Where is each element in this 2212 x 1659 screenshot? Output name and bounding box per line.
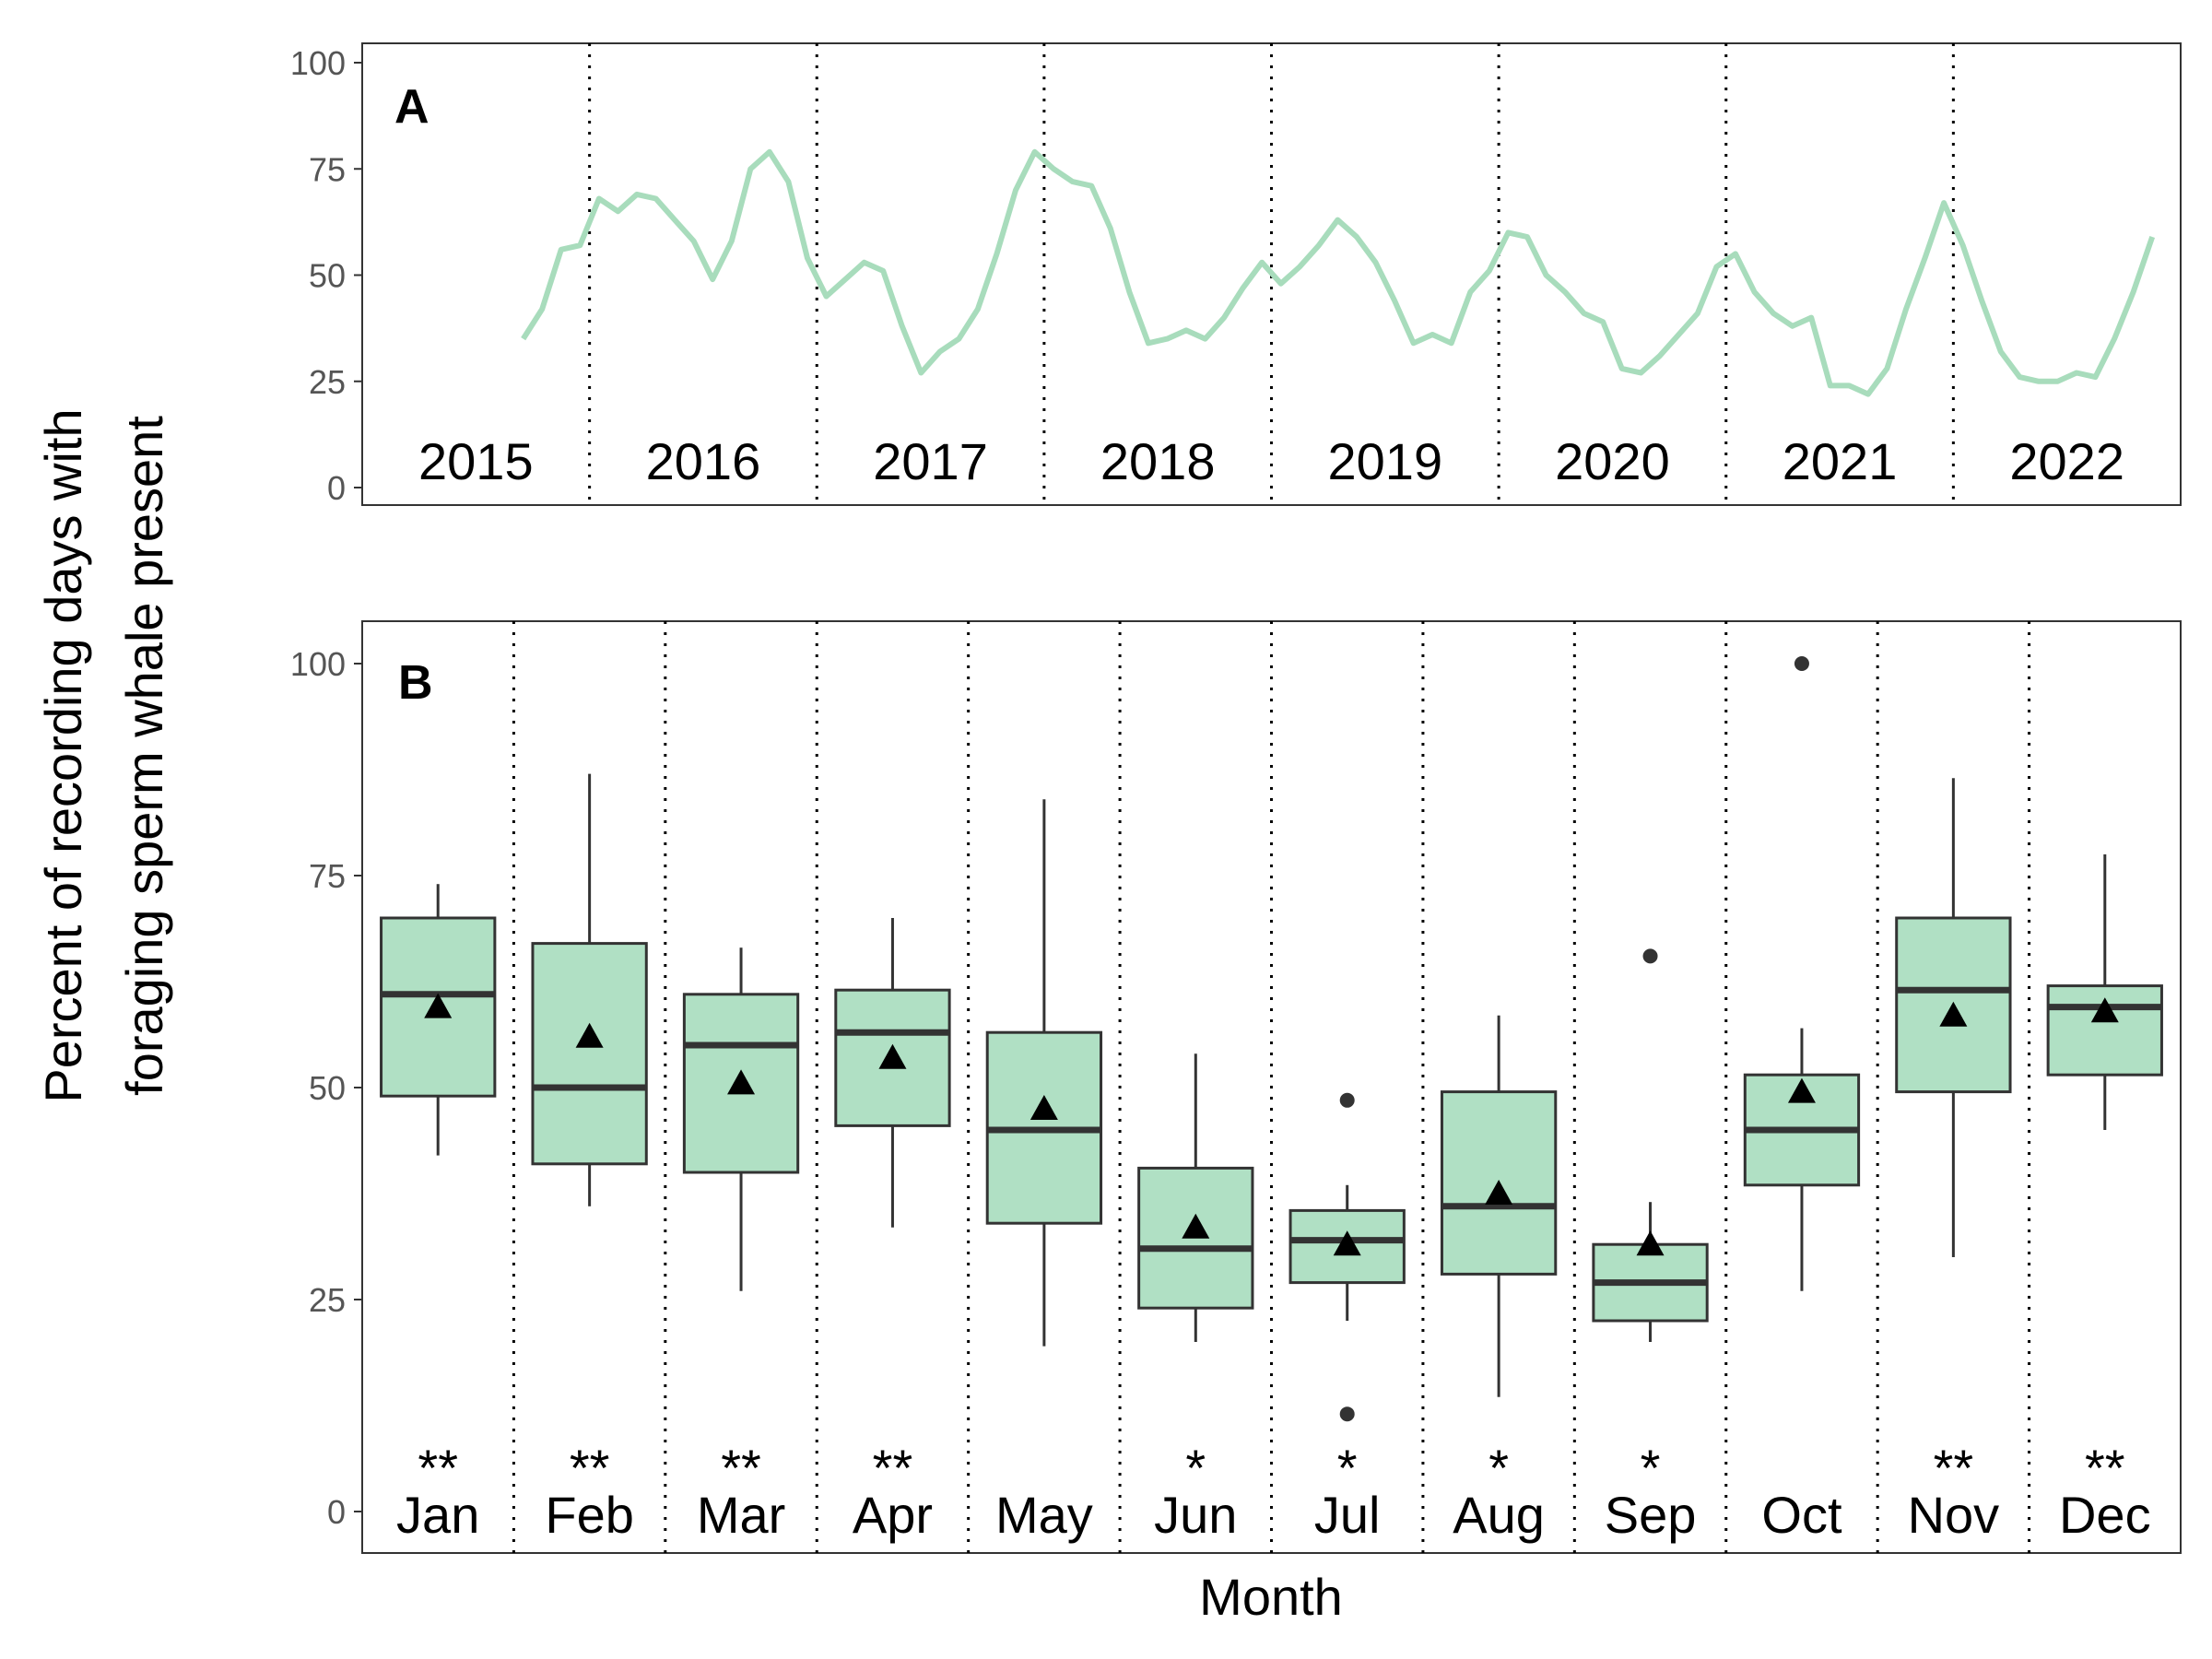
month-label: Jul [1314, 1486, 1381, 1544]
panel-a-y-tick-label: 100 [290, 44, 346, 82]
month-label: Oct [1761, 1486, 1842, 1544]
panel-a-y-axis: 0 25 50 75 100 [290, 44, 362, 507]
panel-a-year-label: 2018 [1100, 432, 1216, 490]
boxplot-jul [1288, 1092, 1406, 1422]
boxplot-sep [1592, 948, 1709, 1342]
month-label: May [995, 1486, 1093, 1544]
month-label: Jun [1154, 1486, 1237, 1544]
outlier-point [1339, 1406, 1355, 1422]
panel-a-y-tick-label: 50 [309, 257, 346, 295]
mean-marker [424, 993, 453, 1018]
panel-b-y-tick-label: 25 [309, 1281, 346, 1319]
month-label: Nov [1908, 1486, 2000, 1544]
mean-marker [1485, 1180, 1513, 1205]
panel-b-boxplots [380, 656, 2163, 1422]
mean-marker [1787, 1077, 1816, 1103]
panel-a-y-tick-label: 0 [327, 469, 346, 507]
panel-a-year-label: 2019 [1328, 432, 1443, 490]
mean-marker [1636, 1230, 1665, 1256]
significance-mark: ** [418, 1439, 458, 1497]
boxplot-nov [1895, 778, 2012, 1257]
mean-marker [1182, 1213, 1210, 1239]
boxplot-may [985, 799, 1103, 1347]
panel-a-year-label: 2022 [2009, 432, 2124, 490]
panel-a-year-labels: 2015 2016 2017 2018 2019 2020 2021 2022 [418, 432, 2124, 490]
boxplot-feb [531, 773, 648, 1206]
y-axis-title-line-1: Percent of recording days with [34, 408, 92, 1102]
panel-b-y-tick-label: 0 [327, 1493, 346, 1531]
boxplot-aug [1440, 1015, 1558, 1397]
panel-a-year-label: 2021 [1783, 432, 1898, 490]
x-axis-title: Month [1199, 1568, 1343, 1626]
y-axis-title: Percent of recording days with foraging … [34, 408, 173, 1102]
outlier-point [1794, 656, 1809, 671]
panel-a-y-tick-label: 75 [309, 150, 346, 188]
boxplot-apr [834, 918, 951, 1228]
mean-marker [2090, 997, 2119, 1023]
boxplot-jan [380, 884, 497, 1156]
month-label: Aug [1453, 1486, 1545, 1544]
month-label: Sep [1605, 1486, 1697, 1544]
boxplot-dec [2046, 854, 2163, 1130]
significance-mark: * [1337, 1439, 1358, 1497]
panel-a-y-tick-label: 25 [309, 363, 346, 401]
month-label: Dec [2059, 1486, 2151, 1544]
outlier-point [1339, 1092, 1355, 1108]
boxplot-mar [682, 947, 800, 1291]
panel-a-year-label: 2017 [873, 432, 988, 490]
significance-mark: * [1185, 1439, 1206, 1497]
mean-marker [727, 1069, 756, 1095]
box [531, 942, 648, 1166]
panel-b-month-separators [512, 621, 2031, 1553]
significance-mark: ** [570, 1439, 610, 1497]
boxplot-jun [1137, 1053, 1254, 1342]
significance-mark: ** [2085, 1439, 2125, 1497]
panel-b: 0 25 50 75 100 Jan Feb Mar Apr May Jun Jul Aug Sep Oc… [290, 620, 2182, 1626]
panel-a-series-line [521, 148, 2156, 397]
panel-b-y-tick-label: 100 [290, 645, 346, 683]
mean-marker [575, 1022, 604, 1048]
panel-b-y-axis: 0 25 50 75 100 [290, 645, 362, 1531]
significance-mark: * [1488, 1439, 1509, 1497]
mean-marker [1333, 1230, 1361, 1256]
panel-a-letter: A [394, 80, 429, 134]
outlier-point [1642, 948, 1658, 964]
panel-b-significance-marks: ** ** ** ** * * * * ** ** [418, 1439, 2124, 1497]
month-label: Jan [396, 1486, 479, 1544]
panel-a-year-label: 2016 [646, 432, 761, 490]
month-label: Apr [853, 1486, 933, 1544]
panel-a-year-label: 2015 [418, 432, 534, 490]
boxplot-oct [1743, 656, 1861, 1291]
panel-b-letter: B [398, 656, 433, 710]
mean-marker [1030, 1095, 1058, 1120]
mean-marker [878, 1043, 907, 1069]
panel-b-y-tick-label: 75 [309, 857, 346, 895]
month-label: Feb [545, 1486, 634, 1544]
panel-b-y-tick-label: 50 [309, 1069, 346, 1107]
significance-mark: ** [1934, 1439, 1974, 1497]
significance-mark: ** [721, 1439, 761, 1497]
significance-mark: ** [873, 1439, 913, 1497]
significance-mark: * [1641, 1439, 1661, 1497]
panel-a-year-label: 2020 [1555, 432, 1670, 490]
month-label: Mar [697, 1486, 785, 1544]
mean-marker [1939, 1001, 1968, 1027]
y-axis-title-line-2: foraging sperm whale present [115, 416, 173, 1096]
panel-b-month-labels: Jan Feb Mar Apr May Jun Jul Aug Sep Oct Nov Dec [396, 1486, 2151, 1544]
